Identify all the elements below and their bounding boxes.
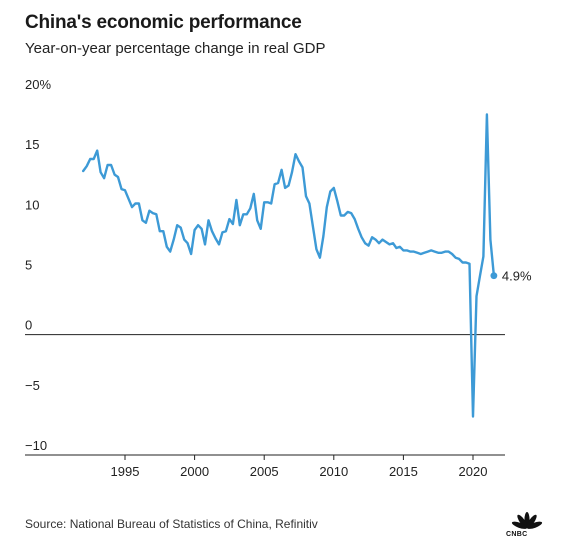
x-tick-label: 2010: [319, 464, 348, 479]
y-tick-label: 20%: [25, 77, 51, 92]
chart-subtitle: Year-on-year percentage change in real G…: [25, 40, 326, 57]
y-tick-label: 15: [25, 137, 39, 152]
y-tick-label: −5: [25, 378, 40, 393]
y-tick-label: 10: [25, 197, 39, 212]
latest-value-marker: [490, 272, 498, 280]
x-tick-label: 2005: [250, 464, 279, 479]
y-axis-ticks: 20% 15 10 5 0 −5 −10: [25, 77, 51, 453]
y-tick-label: −10: [25, 438, 47, 453]
x-tick-label: 2000: [180, 464, 209, 479]
x-axis-ticks: 1995 2000 2005 2010 2015 2020: [111, 455, 488, 479]
y-tick-label: 0: [25, 318, 32, 333]
latest-value-label: 4.9%: [502, 269, 532, 284]
x-tick-label: 2015: [389, 464, 418, 479]
x-tick-label: 2020: [459, 464, 488, 479]
cnbc-peacock-logo: [511, 512, 543, 529]
gdp-growth-line: [82, 113, 496, 418]
y-tick-label: 5: [25, 258, 32, 273]
chart-title: China's economic performance: [25, 12, 302, 33]
cnbc-logo-text: CNBC: [506, 531, 528, 538]
x-tick-label: 1995: [111, 464, 140, 479]
source-note: Source: National Bureau of Statistics of…: [25, 517, 318, 531]
